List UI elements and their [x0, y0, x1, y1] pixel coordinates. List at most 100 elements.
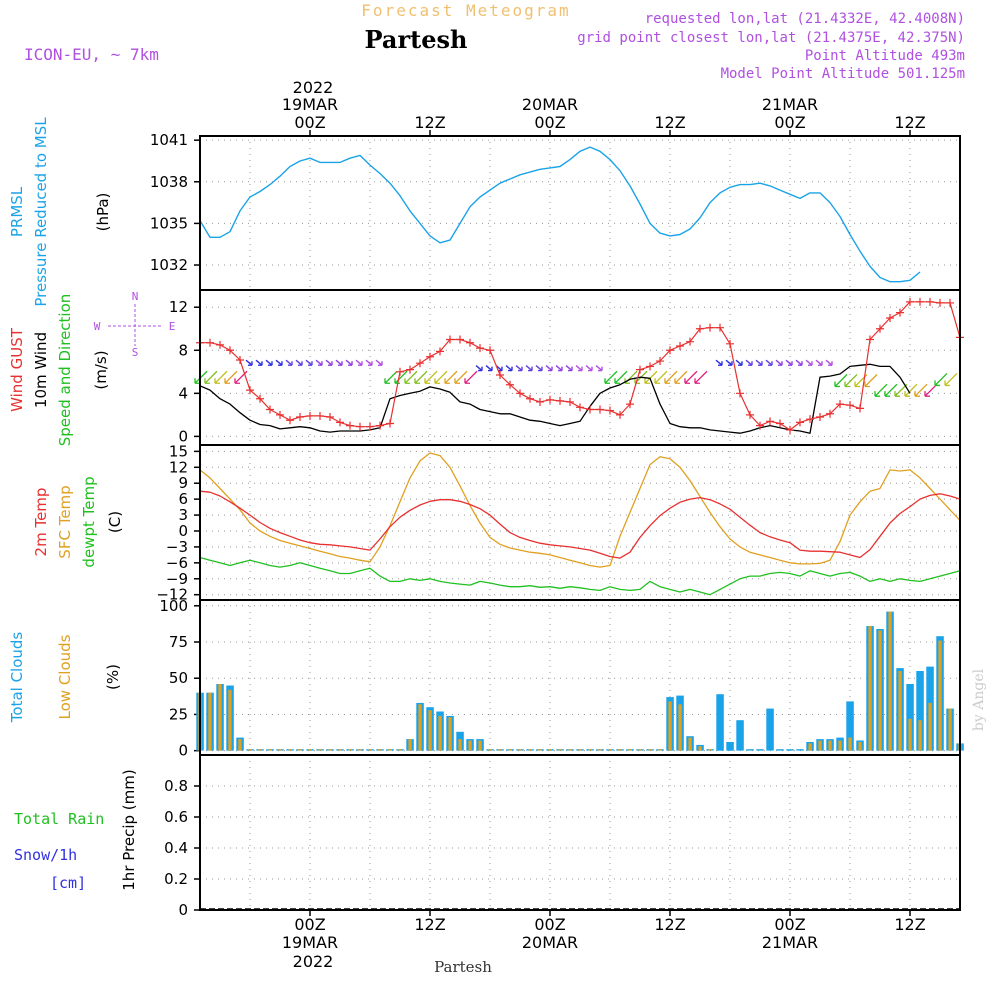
y-tick-label: 6	[178, 490, 188, 508]
gust-point	[256, 394, 264, 403]
gust-point	[896, 308, 904, 317]
gust-point	[746, 410, 754, 419]
wind-arrow	[535, 365, 543, 372]
low-clouds-bar	[278, 749, 282, 751]
y-tick-label: 1038	[150, 173, 188, 191]
low-clouds-bar	[638, 749, 642, 751]
gust-point	[296, 413, 304, 422]
wind-panel: 0 4 8 12	[169, 290, 964, 445]
gust-point	[836, 400, 844, 409]
low-clouds-bar	[518, 749, 522, 751]
low-clouds-bar	[388, 749, 392, 751]
y-tick-label: −12	[156, 586, 188, 604]
gust-point	[416, 359, 424, 368]
low-clouds-bar	[708, 749, 712, 751]
wind-arrow	[795, 359, 803, 366]
wind-arrow	[245, 359, 253, 366]
gust-point	[776, 419, 784, 428]
y-tick-label: 9	[178, 474, 188, 492]
gust-point	[436, 347, 444, 356]
total-clouds-bar	[786, 749, 794, 751]
compass-n: N	[132, 290, 139, 303]
y-tick-label: 0	[178, 522, 188, 540]
y-tick-label: 12	[169, 458, 188, 476]
compass-icon: N S W E	[94, 290, 176, 359]
wind-arrow	[305, 359, 313, 366]
wind-arrow	[565, 365, 573, 372]
gust-point	[616, 410, 624, 419]
low-clouds-bar	[688, 737, 692, 751]
precip-unit-label: 1hr Precip (mm)	[120, 769, 138, 890]
top-hour-label: 00Z	[294, 113, 325, 132]
low-clouds-bar	[498, 749, 502, 751]
gust-point	[446, 335, 454, 344]
gust-point	[806, 415, 814, 424]
wind-arrow	[825, 359, 833, 366]
wind-arrow	[214, 370, 228, 384]
gust-point	[316, 411, 324, 420]
total-rain-label: Total Rain	[14, 810, 104, 828]
low-clouds-bar	[848, 737, 852, 751]
low-clouds-label: Low Clouds	[56, 634, 74, 719]
gust-point	[646, 362, 654, 371]
wind-arrow	[525, 365, 533, 372]
gust-point	[766, 417, 774, 426]
gust-point	[286, 416, 294, 425]
wind-arrow	[844, 374, 858, 388]
y-tick-label: 15	[169, 442, 188, 460]
wind-arrow	[944, 372, 958, 387]
gust-point	[396, 367, 404, 376]
wind-arrow	[295, 359, 303, 366]
top-hour-label: 00Z	[774, 113, 805, 132]
page-title: Partesh	[365, 25, 468, 54]
gust-point	[796, 418, 804, 427]
low-clouds-bar	[228, 689, 232, 751]
wind-arrow	[255, 359, 263, 366]
y-tick-label: 1032	[150, 256, 188, 274]
low-clouds-bar	[818, 740, 822, 751]
total-clouds-bar	[756, 749, 764, 751]
gust-point	[596, 405, 604, 414]
bottom-year-label: 2022	[293, 952, 334, 971]
low-clouds-bar	[938, 640, 942, 751]
wind-arrow	[654, 370, 668, 384]
wind-arrow	[414, 370, 428, 384]
top-hour-label: 00Z	[534, 113, 565, 132]
bottom-hour-label: 00Z	[534, 915, 565, 934]
snow-unit-label: [cm]	[50, 874, 86, 892]
requested-coords: requested lon,lat (21.4332E, 42.4008N)	[645, 11, 965, 27]
dewpt-line	[199, 556, 961, 596]
low-clouds-bar	[828, 740, 832, 751]
pressure-panel: 1032 1035 1038 1041	[150, 131, 960, 290]
low-clouds-bar	[868, 626, 872, 751]
wind-arrow	[545, 365, 553, 372]
sfc-temp-label: SFC Temp	[56, 485, 74, 558]
low-clouds-bar	[418, 704, 422, 751]
wind-arrow	[815, 359, 823, 366]
total-clouds-bar	[796, 749, 804, 751]
pressure-line	[199, 146, 921, 283]
low-clouds-bar	[268, 749, 272, 751]
model-name: ICON-EU, ~ 7km	[24, 45, 159, 64]
low-clouds-bar	[298, 749, 302, 751]
wind-arrow	[745, 359, 753, 366]
gust-point	[346, 421, 354, 430]
wind-arrow	[765, 359, 773, 366]
gust-point	[816, 413, 824, 422]
wind-arrow	[555, 365, 563, 372]
y-tick-label: 1035	[150, 214, 188, 232]
wind-arrow	[585, 365, 593, 372]
bottom-date-label: 21MAR	[762, 933, 818, 952]
y-tick-label: 25	[169, 705, 188, 723]
wind-unit-label: (m/s)	[92, 350, 110, 389]
total-clouds-bar	[766, 708, 774, 751]
low-clouds-bar	[448, 717, 452, 751]
bottom-hour-label: 12Z	[894, 915, 925, 934]
point-altitude: Point Altitude 493m	[805, 48, 965, 64]
low-clouds-bar	[598, 749, 602, 751]
gust-point	[726, 339, 734, 348]
gust-point	[276, 410, 284, 419]
y-tick-label: −9	[166, 570, 188, 588]
low-clouds-bar	[338, 749, 342, 751]
